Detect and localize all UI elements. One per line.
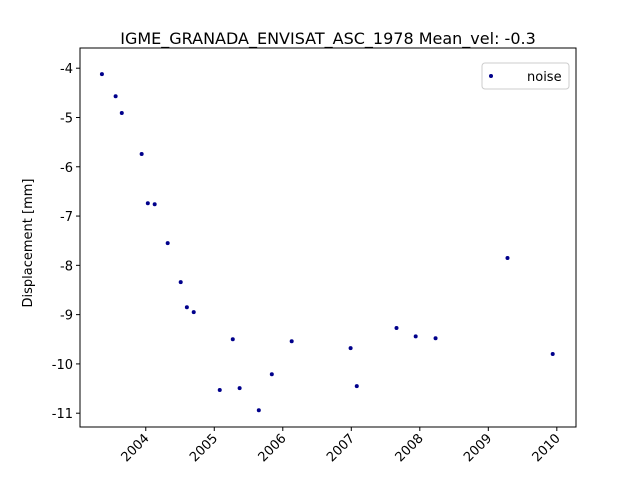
y-tick-label: -6 xyxy=(60,161,73,176)
point xyxy=(256,408,261,413)
legend-label: noise xyxy=(527,70,562,85)
point xyxy=(237,386,242,391)
plot-frame xyxy=(79,47,577,428)
point xyxy=(354,384,359,389)
point xyxy=(269,372,274,377)
y-tick-label: -10 xyxy=(52,358,73,373)
legend-box xyxy=(481,62,570,90)
point xyxy=(191,310,196,315)
point xyxy=(433,336,438,341)
point xyxy=(165,241,170,246)
y-tick-label: -5 xyxy=(60,111,73,126)
legend-marker xyxy=(489,74,493,78)
point xyxy=(217,388,222,393)
point xyxy=(139,151,144,156)
point xyxy=(152,202,157,207)
point xyxy=(99,72,104,77)
point xyxy=(505,255,510,260)
point xyxy=(113,94,118,99)
y-tick-label: -8 xyxy=(60,259,73,274)
y-tick-label: -9 xyxy=(60,309,73,324)
point xyxy=(184,305,189,310)
point xyxy=(550,352,555,357)
point xyxy=(119,111,124,116)
point xyxy=(348,346,353,351)
point xyxy=(230,337,235,342)
y-axis-label: Displacement [mm] xyxy=(21,179,36,308)
y-tick-label: -11 xyxy=(52,407,73,422)
y-tick-label: -4 xyxy=(60,62,73,77)
point xyxy=(178,280,183,285)
point xyxy=(413,334,418,339)
point xyxy=(394,325,399,330)
chart-title: IGME_GRANADA_ENVISAT_ASC_1978 Mean_vel: … xyxy=(120,29,536,49)
point xyxy=(145,201,150,206)
y-tick-label: -7 xyxy=(60,210,73,225)
point xyxy=(289,339,294,344)
